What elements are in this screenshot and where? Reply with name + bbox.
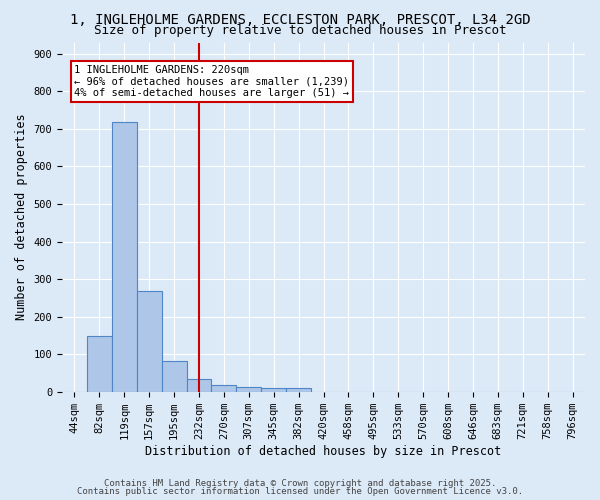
Text: 1 INGLEHOLME GARDENS: 220sqm
← 96% of detached houses are smaller (1,239)
4% of : 1 INGLEHOLME GARDENS: 220sqm ← 96% of de… — [74, 65, 349, 98]
Text: Contains HM Land Registry data © Crown copyright and database right 2025.: Contains HM Land Registry data © Crown c… — [104, 478, 496, 488]
Bar — [187, 378, 211, 392]
Text: Contains public sector information licensed under the Open Government Licence v3: Contains public sector information licen… — [77, 487, 523, 496]
Bar — [236, 387, 261, 392]
Bar — [112, 122, 137, 392]
Y-axis label: Number of detached properties: Number of detached properties — [15, 114, 28, 320]
Bar — [211, 385, 236, 392]
X-axis label: Distribution of detached houses by size in Prescot: Distribution of detached houses by size … — [145, 444, 502, 458]
Text: 1, INGLEHOLME GARDENS, ECCLESTON PARK, PRESCOT, L34 2GD: 1, INGLEHOLME GARDENS, ECCLESTON PARK, P… — [70, 12, 530, 26]
Bar — [161, 360, 187, 392]
Bar — [286, 388, 311, 392]
Bar — [261, 388, 286, 392]
Bar — [87, 336, 112, 392]
Bar — [137, 291, 161, 392]
Text: Size of property relative to detached houses in Prescot: Size of property relative to detached ho… — [94, 24, 506, 37]
